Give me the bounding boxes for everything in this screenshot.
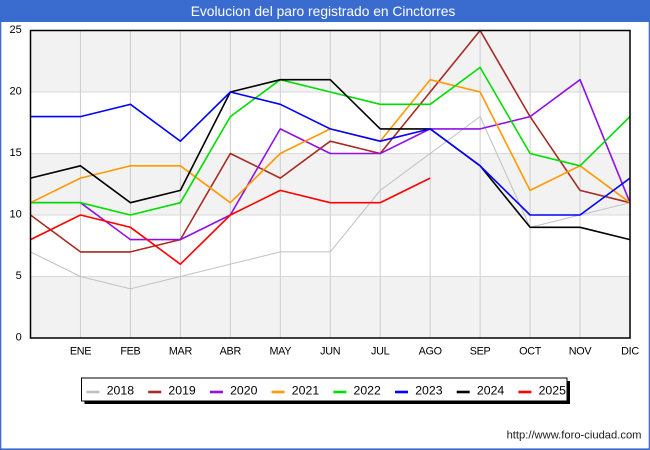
svg-text:2024: 2024 xyxy=(477,384,505,398)
svg-text:JUN: JUN xyxy=(320,346,340,358)
svg-text:0: 0 xyxy=(16,332,22,344)
svg-text:2023: 2023 xyxy=(415,384,443,398)
svg-text:SEP: SEP xyxy=(470,346,491,358)
svg-text:2018: 2018 xyxy=(107,384,135,398)
svg-text:25: 25 xyxy=(10,24,22,36)
svg-text:5: 5 xyxy=(16,270,22,282)
svg-text:DIC: DIC xyxy=(621,346,639,358)
svg-text:ABR: ABR xyxy=(220,346,242,358)
svg-text:NOV: NOV xyxy=(569,346,593,358)
svg-text:20: 20 xyxy=(10,86,22,98)
svg-text:2022: 2022 xyxy=(354,384,382,398)
svg-text:FEB: FEB xyxy=(120,346,140,358)
svg-text:ENE: ENE xyxy=(70,346,91,358)
svg-text:2025: 2025 xyxy=(539,384,567,398)
svg-text:10: 10 xyxy=(10,209,22,221)
svg-text:http://www.foro-ciudad.com: http://www.foro-ciudad.com xyxy=(507,430,642,442)
svg-text:MAY: MAY xyxy=(269,346,291,358)
svg-text:OCT: OCT xyxy=(519,346,542,358)
svg-text:MAR: MAR xyxy=(169,346,193,358)
svg-text:15: 15 xyxy=(10,147,22,159)
svg-text:AGO: AGO xyxy=(419,346,442,358)
svg-text:2020: 2020 xyxy=(230,384,258,398)
svg-text:2021: 2021 xyxy=(292,384,320,398)
svg-text:JUL: JUL xyxy=(371,346,390,358)
svg-text:2019: 2019 xyxy=(168,384,196,398)
svg-text:Evolucion del paro registrado: Evolucion del paro registrado en Cinctor… xyxy=(191,4,456,19)
